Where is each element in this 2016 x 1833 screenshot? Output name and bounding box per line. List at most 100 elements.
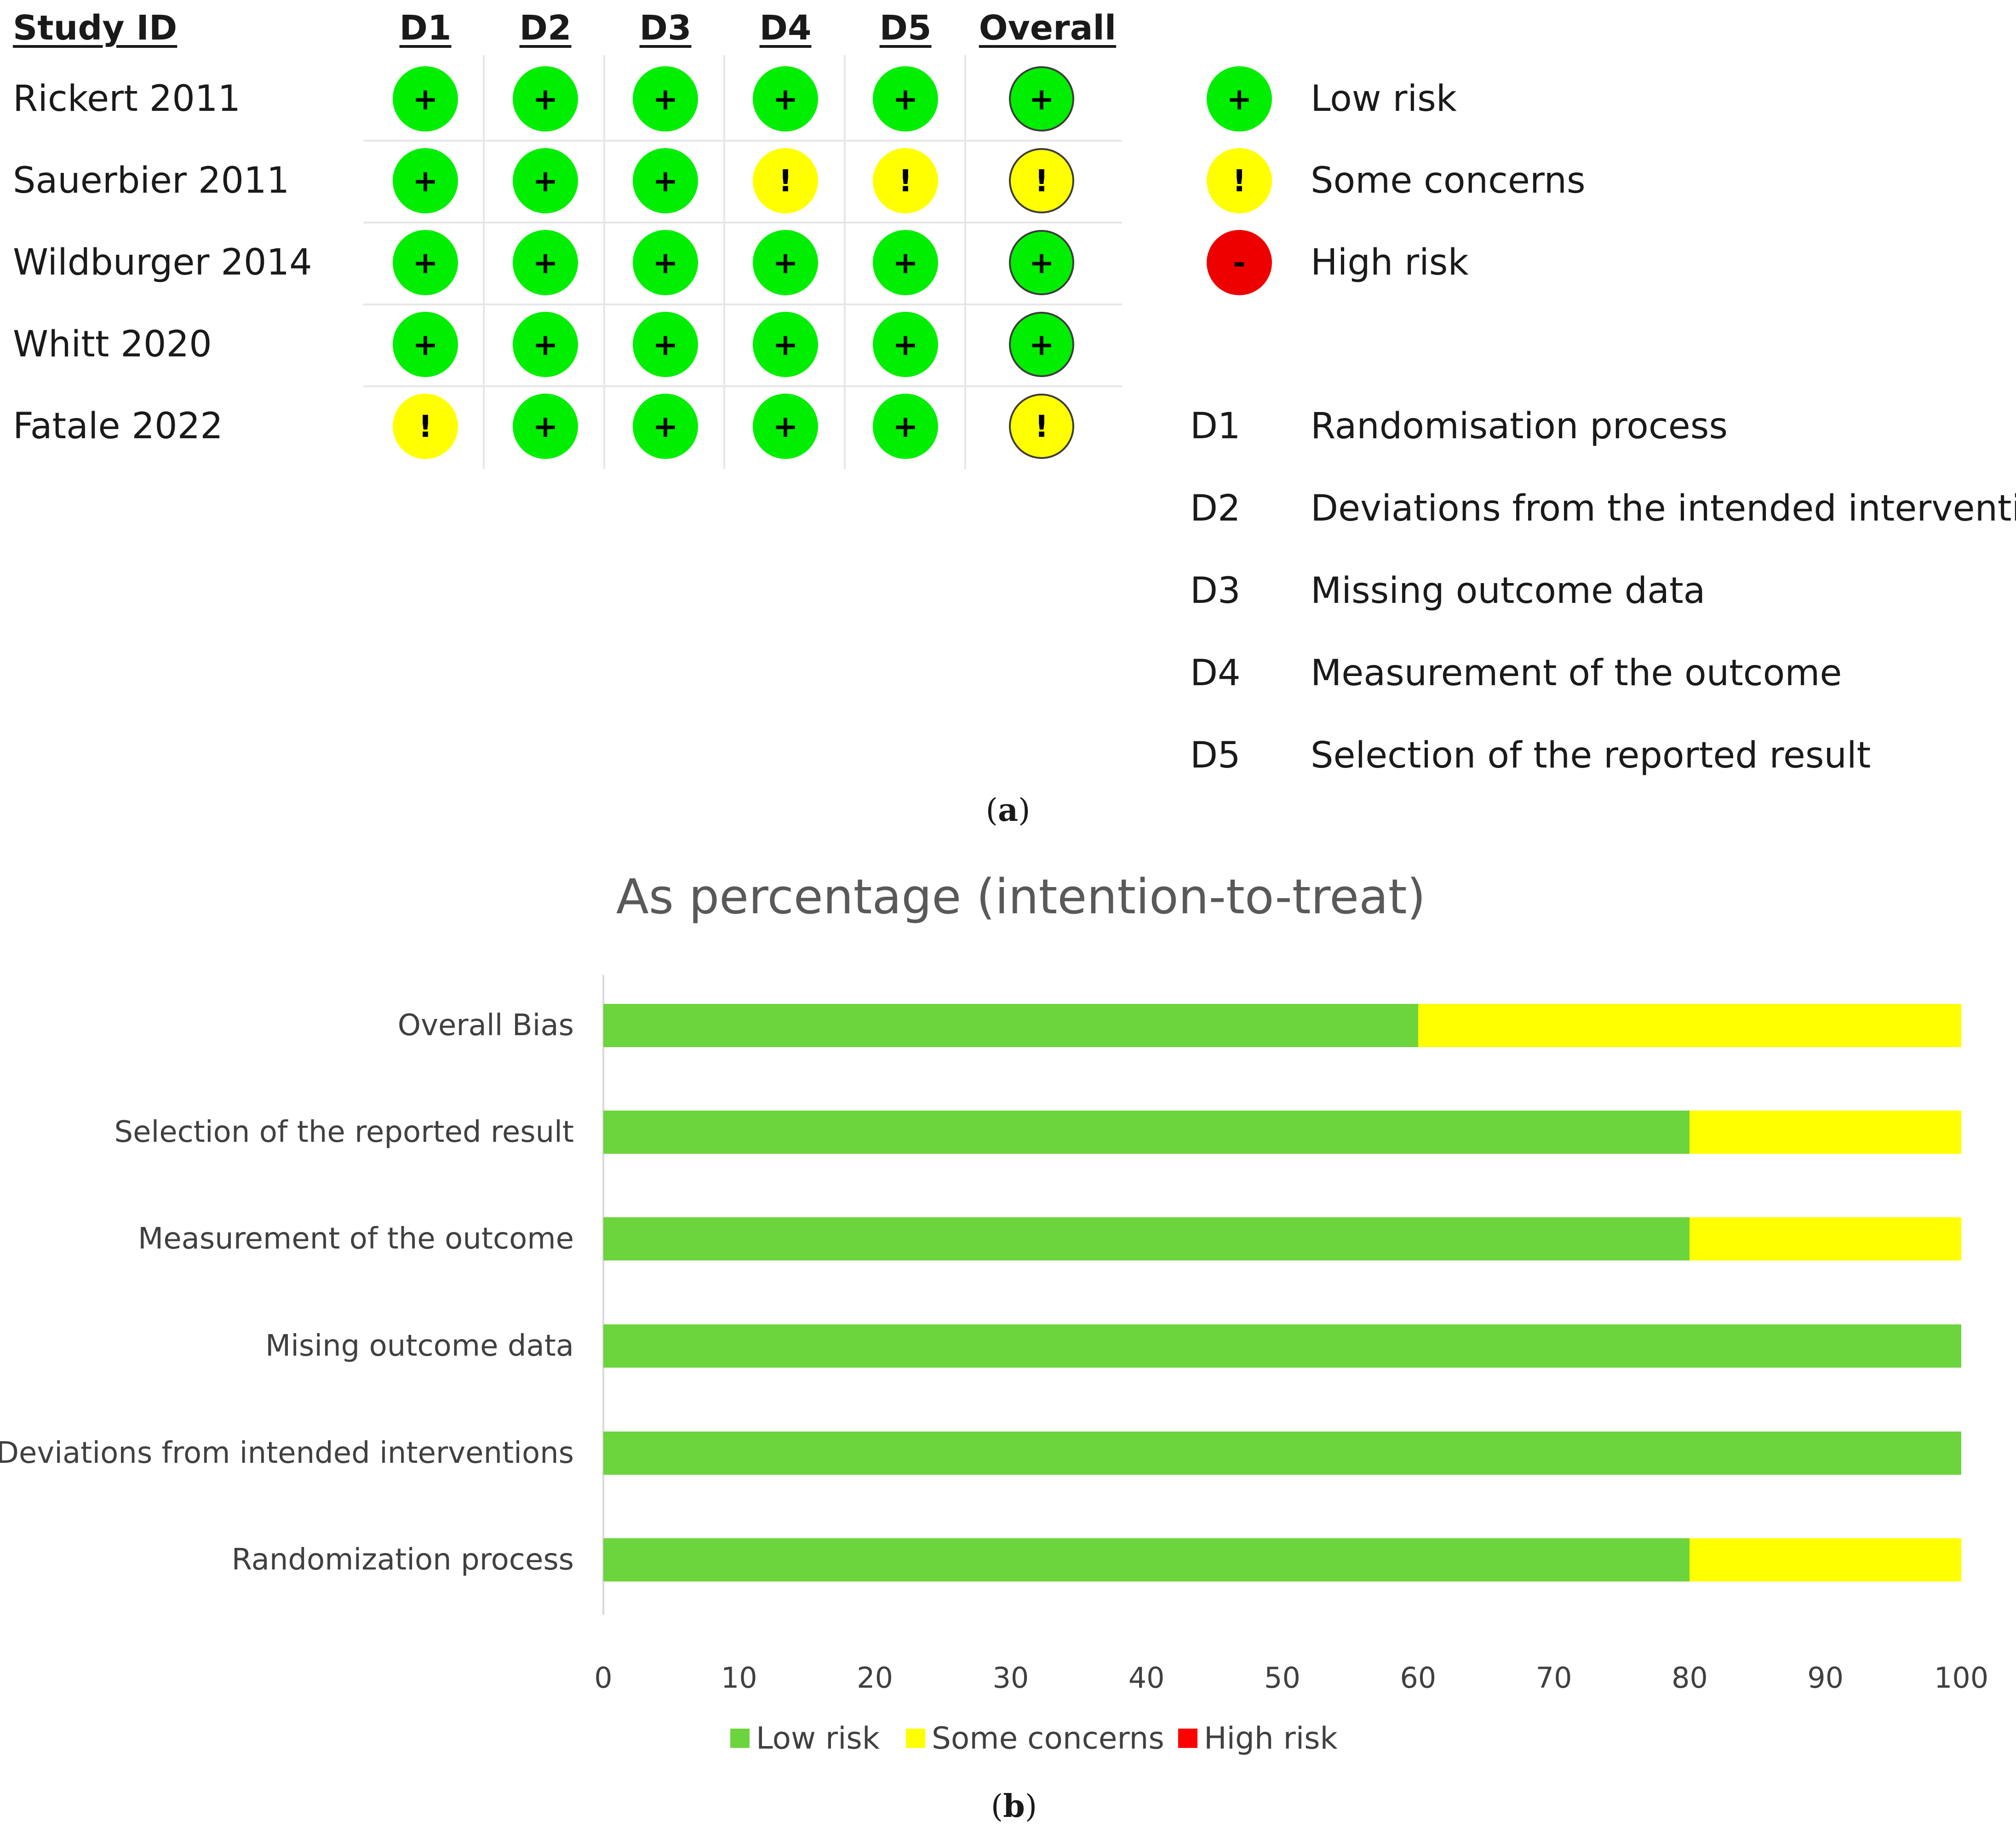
bar-segment-low-risk [603,1324,1961,1368]
judgement-symbol: + [773,408,798,444]
bar-segment-low-risk [603,1538,1690,1581]
grid-vertical-line [603,55,605,469]
caption-a-letter: a [997,792,1019,829]
category-label: Measurement of the outcome [138,1222,574,1256]
bar-segment-low-risk [603,1111,1690,1154]
high-risk-legend-label: High risk [1311,242,1469,283]
domain-judgement-dot: + [513,66,578,132]
judgement-symbol: + [1029,81,1054,117]
domain-judgement-dot: + [633,230,698,295]
legend-label-high-risk: High risk [1204,1720,1338,1756]
bar-segment-low-risk [603,1004,1418,1047]
domain-judgement-dot: + [873,66,938,132]
judgement-symbol: + [653,163,678,199]
domain-label: Randomisation process [1311,406,1728,447]
some-concerns-symbol: ! [1232,163,1247,199]
caption-a: (a) [985,792,1031,829]
category-label: Deviations from intended interventions [0,1436,574,1470]
study-name: Wildburger 2014 [13,242,312,283]
judgement-symbol: + [893,408,918,444]
x-tick-label: 20 [857,1661,893,1695]
judgement-symbol: + [1029,327,1054,362]
category-label: Selection of the reported result [114,1115,574,1149]
bar-segment-low-risk [603,1432,1961,1475]
domain-code: D1 [1190,406,1241,447]
bar-segment-some-concerns [1690,1111,1961,1154]
domain-judgement-dot: + [633,66,698,132]
domain-judgement-dot: + [873,312,938,377]
category-label: Randomization process [231,1543,574,1577]
high-risk-legend-dot: - [1207,230,1272,295]
judgement-symbol: + [412,245,438,281]
study-name: Whitt 2020 [13,324,212,365]
x-tick-label: 80 [1671,1661,1708,1695]
legend-swatch-high-risk [1178,1729,1197,1748]
domain-judgement-dot: + [393,312,458,377]
domain-judgement-dot: + [513,148,578,213]
legend-swatch-some-concerns [906,1729,925,1748]
legend-label-some-concerns: Some concerns [932,1720,1164,1756]
judgement-symbol: ! [898,163,913,199]
domain-judgement-dot: + [753,66,818,132]
grid-horizontal-line [363,222,1122,223]
grid-vertical-line [483,55,485,469]
bar-segment-some-concerns [1690,1538,1961,1581]
overall-judgement-dot: ! [1009,394,1074,459]
judgement-symbol: + [653,408,678,444]
judgement-symbol: + [893,245,918,281]
domain-code: D2 [1190,488,1241,529]
low-risk-legend-label: Low risk [1311,78,1457,120]
caption-b: (b) [991,1788,1037,1825]
domain-judgement-dot: + [513,230,578,295]
chart-title: As percentage (intention-to-treat) [616,869,1426,925]
domain-judgement-dot: + [393,230,458,295]
judgement-symbol: ! [778,163,793,199]
domain-judgement-dot: ! [393,394,458,459]
legend-swatch-low-risk [730,1729,750,1748]
header-d3: D3 [639,8,692,48]
bar-segment-some-concerns [1690,1217,1961,1260]
judgement-symbol: + [412,327,438,362]
x-tick-label: 90 [1807,1661,1844,1695]
study-name: Rickert 2011 [13,78,241,120]
domain-judgement-dot: + [753,394,818,459]
x-tick-label: 0 [594,1661,613,1695]
header-d2: D2 [519,8,572,48]
bar-segment-low-risk [603,1217,1690,1260]
domain-judgement-dot: + [873,394,938,459]
domain-code: D4 [1190,653,1241,694]
header-d5: D5 [879,8,932,48]
category-label: Overall Bias [397,1008,574,1043]
header-d4: D4 [759,8,812,48]
x-tick-label: 60 [1400,1661,1437,1695]
judgement-symbol: + [533,408,558,444]
judgement-symbol: + [653,81,678,117]
domain-judgement-dot: ! [753,148,818,213]
overall-judgement-dot: + [1009,66,1074,132]
x-tick-label: 40 [1128,1661,1165,1695]
judgement-symbol: ! [418,408,433,444]
domain-judgement-dot: ! [873,148,938,213]
domain-judgement-dot: + [873,230,938,295]
high-risk-symbol: - [1233,245,1246,281]
overall-judgement-dot: + [1009,312,1074,377]
header-overall: Overall [979,8,1117,48]
low-risk-symbol: + [1226,81,1252,117]
category-label: Mising outcome data [265,1329,574,1363]
x-tick-label: 70 [1535,1661,1572,1695]
domain-label: Selection of the reported result [1311,735,1871,776]
domain-code: D3 [1190,570,1241,612]
judgement-symbol: + [533,81,558,117]
grid-horizontal-line [363,140,1122,142]
legend-label-low-risk: Low risk [756,1720,880,1756]
header-study-id: Study ID [13,8,178,48]
overall-judgement-dot: ! [1009,148,1074,213]
header-d1: D1 [399,8,452,48]
judgement-symbol: + [893,327,918,362]
grid-vertical-line [844,55,846,469]
caption-b-letter: b [1003,1788,1025,1825]
bar-segment-some-concerns [1418,1004,1961,1047]
some-concerns-legend-label: Some concerns [1311,160,1586,201]
judgement-symbol: + [533,163,558,199]
domain-judgement-dot: + [633,394,698,459]
